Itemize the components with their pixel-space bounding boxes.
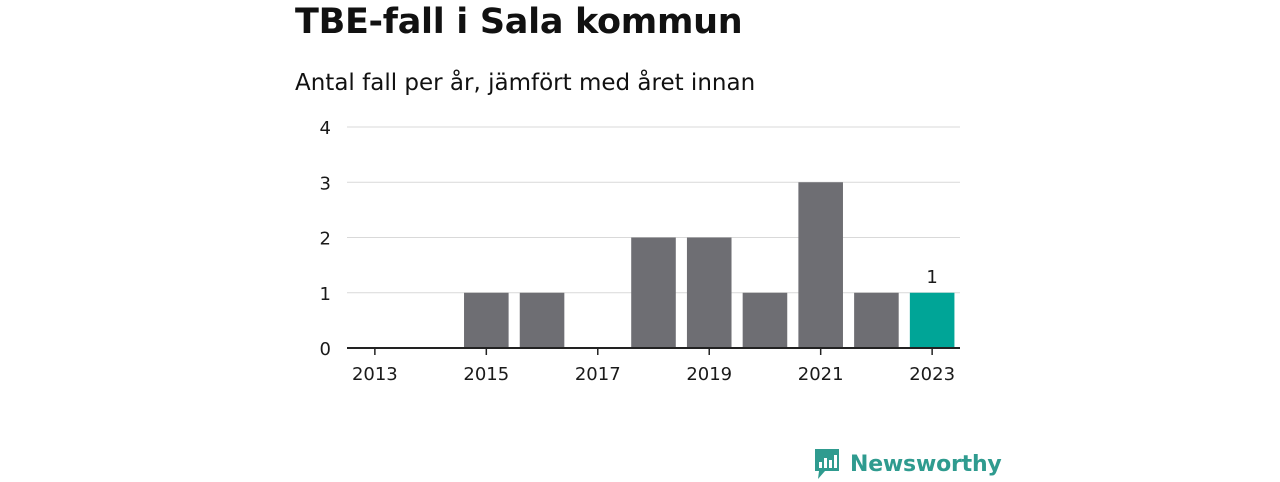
y-axis-ticks: 0 1 2 3 4: [320, 118, 331, 360]
bar-2015: [464, 292, 509, 348]
y-tick-label: 0: [320, 339, 331, 360]
bars: [464, 182, 955, 348]
y-tick-label: 3: [320, 173, 331, 194]
bar-2016: [519, 292, 565, 348]
x-tick-label: 2021: [798, 364, 844, 385]
newsworthy-logo-icon: [815, 449, 839, 479]
bar-2020: [742, 292, 788, 348]
bar-2022: [854, 292, 899, 348]
x-axis-ticks: 2013 2015 2017 2019 2021 2023: [352, 348, 955, 385]
chart-subtitle: Antal fall per år, jämfört med året inna…: [295, 70, 756, 96]
brand-logo: Newsworthy: [813, 446, 1002, 482]
data-label: 1: [926, 267, 937, 288]
y-tick-label: 2: [320, 229, 331, 250]
bar-2021: [798, 182, 843, 348]
bar-2019: [686, 237, 732, 348]
x-tick-label: 2019: [686, 364, 732, 385]
y-tick-label: 4: [320, 118, 331, 139]
bar-chart: 0 1 2 3 4 2013 2015 2017 2019 2021 2023 1: [320, 118, 960, 385]
x-tick-label: 2013: [352, 364, 398, 385]
chart-title: TBE-fall i Sala kommun: [295, 2, 743, 42]
brand-name: Newsworthy: [850, 451, 1002, 477]
bar-2018: [631, 237, 676, 348]
bar-2023: [909, 292, 955, 348]
y-tick-label: 1: [320, 284, 331, 305]
x-tick-label: 2015: [463, 364, 509, 385]
x-tick-label: 2017: [575, 364, 621, 385]
data-labels: 1: [926, 267, 937, 288]
x-tick-label: 2023: [909, 364, 955, 385]
